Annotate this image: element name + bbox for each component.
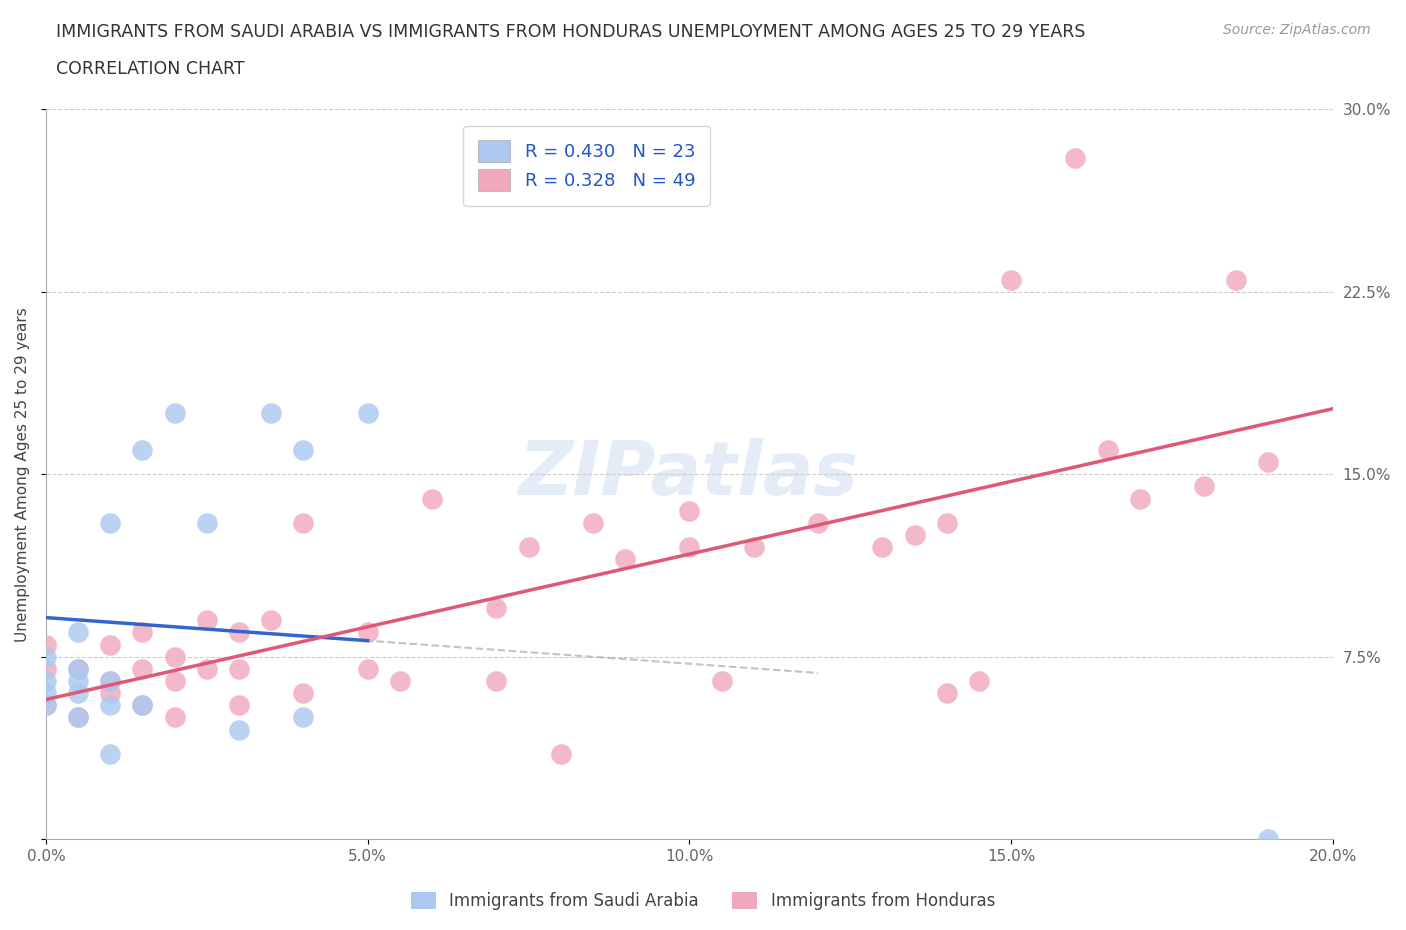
Point (1000, 272, 1022, 287)
Point (228, 723, 250, 737)
Point (67, 711, 90, 725)
Point (228, 698, 250, 712)
Point (163, 649, 186, 664)
Point (260, 613, 283, 628)
Point (292, 515, 315, 530)
Point (1129, 491, 1152, 506)
Point (131, 698, 153, 712)
Point (710, 673, 733, 688)
Point (292, 711, 315, 725)
Point (35, 698, 58, 712)
Point (67, 685, 90, 700)
Point (98, 673, 121, 688)
Point (550, 747, 572, 762)
Point (35, 649, 58, 664)
Point (292, 443, 315, 458)
Legend: Immigrants from Saudi Arabia, Immigrants from Honduras: Immigrants from Saudi Arabia, Immigrants… (405, 885, 1001, 917)
Point (357, 625, 380, 640)
Point (807, 515, 830, 530)
Point (260, 406, 283, 421)
Point (67, 661, 90, 676)
Point (1097, 443, 1119, 458)
Point (98, 685, 121, 700)
Point (485, 673, 508, 688)
Point (35, 637, 58, 652)
Point (67, 661, 90, 676)
Point (67, 625, 90, 640)
Text: CORRELATION CHART: CORRELATION CHART (56, 60, 245, 78)
Point (131, 625, 153, 640)
Legend: R = 0.430   N = 23, R = 0.328   N = 49: R = 0.430 N = 23, R = 0.328 N = 49 (463, 126, 710, 206)
Point (292, 685, 315, 700)
Point (1257, 455, 1279, 470)
Point (131, 661, 153, 676)
Point (388, 673, 411, 688)
Point (163, 711, 186, 725)
Point (1225, 272, 1247, 287)
Y-axis label: Unemployment Among Ages 25 to 29 years: Unemployment Among Ages 25 to 29 years (15, 307, 30, 642)
Point (742, 539, 765, 554)
Point (35, 661, 58, 676)
Point (98, 515, 121, 530)
Point (98, 673, 121, 688)
Point (195, 515, 218, 530)
Point (967, 673, 990, 688)
Point (420, 491, 443, 506)
Point (485, 601, 508, 616)
Point (1064, 151, 1087, 166)
Text: Source: ZipAtlas.com: Source: ZipAtlas.com (1223, 23, 1371, 37)
Point (935, 515, 957, 530)
Text: ZIPatlas: ZIPatlas (519, 438, 859, 511)
Text: IMMIGRANTS FROM SAUDI ARABIA VS IMMIGRANTS FROM HONDURAS UNEMPLOYMENT AMONG AGES: IMMIGRANTS FROM SAUDI ARABIA VS IMMIGRAN… (56, 23, 1085, 41)
Point (614, 551, 637, 566)
Point (872, 539, 894, 554)
Point (163, 406, 186, 421)
Point (98, 698, 121, 712)
Point (582, 515, 605, 530)
Point (1257, 831, 1279, 846)
Point (35, 685, 58, 700)
Point (357, 406, 380, 421)
Point (517, 539, 540, 554)
Point (98, 747, 121, 762)
Point (35, 673, 58, 688)
Point (678, 503, 700, 518)
Point (228, 661, 250, 676)
Point (1192, 479, 1215, 494)
Point (163, 673, 186, 688)
Point (67, 673, 90, 688)
Point (935, 685, 957, 700)
Point (35, 698, 58, 712)
Point (195, 613, 218, 628)
Point (67, 711, 90, 725)
Point (357, 661, 380, 676)
Point (903, 527, 925, 542)
Point (98, 637, 121, 652)
Point (678, 539, 700, 554)
Point (131, 698, 153, 712)
Point (228, 625, 250, 640)
Point (195, 661, 218, 676)
Point (131, 443, 153, 458)
